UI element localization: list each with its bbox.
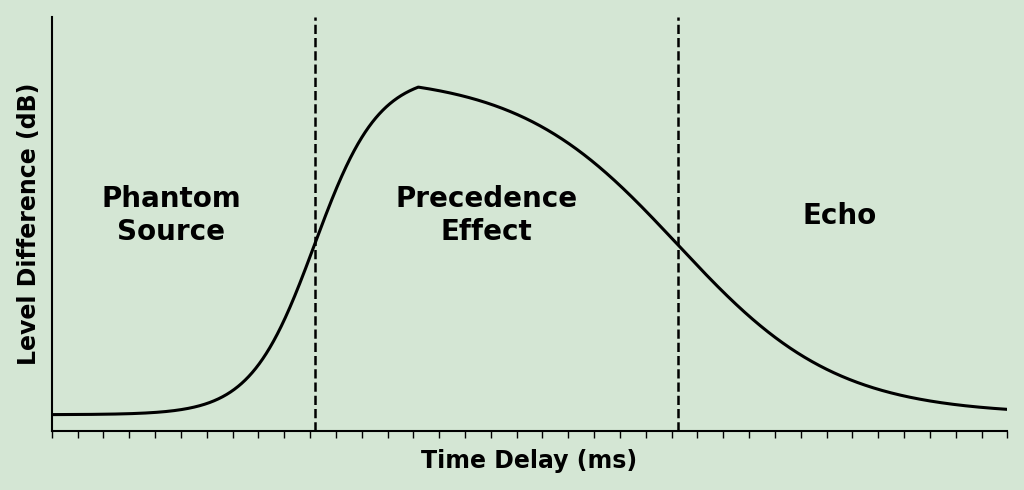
Text: Echo: Echo bbox=[803, 202, 878, 230]
Y-axis label: Level Difference (dB): Level Difference (dB) bbox=[16, 83, 41, 365]
Text: Precedence
Effect: Precedence Effect bbox=[395, 186, 578, 246]
Text: Phantom
Source: Phantom Source bbox=[101, 186, 241, 246]
X-axis label: Time Delay (ms): Time Delay (ms) bbox=[422, 449, 638, 473]
